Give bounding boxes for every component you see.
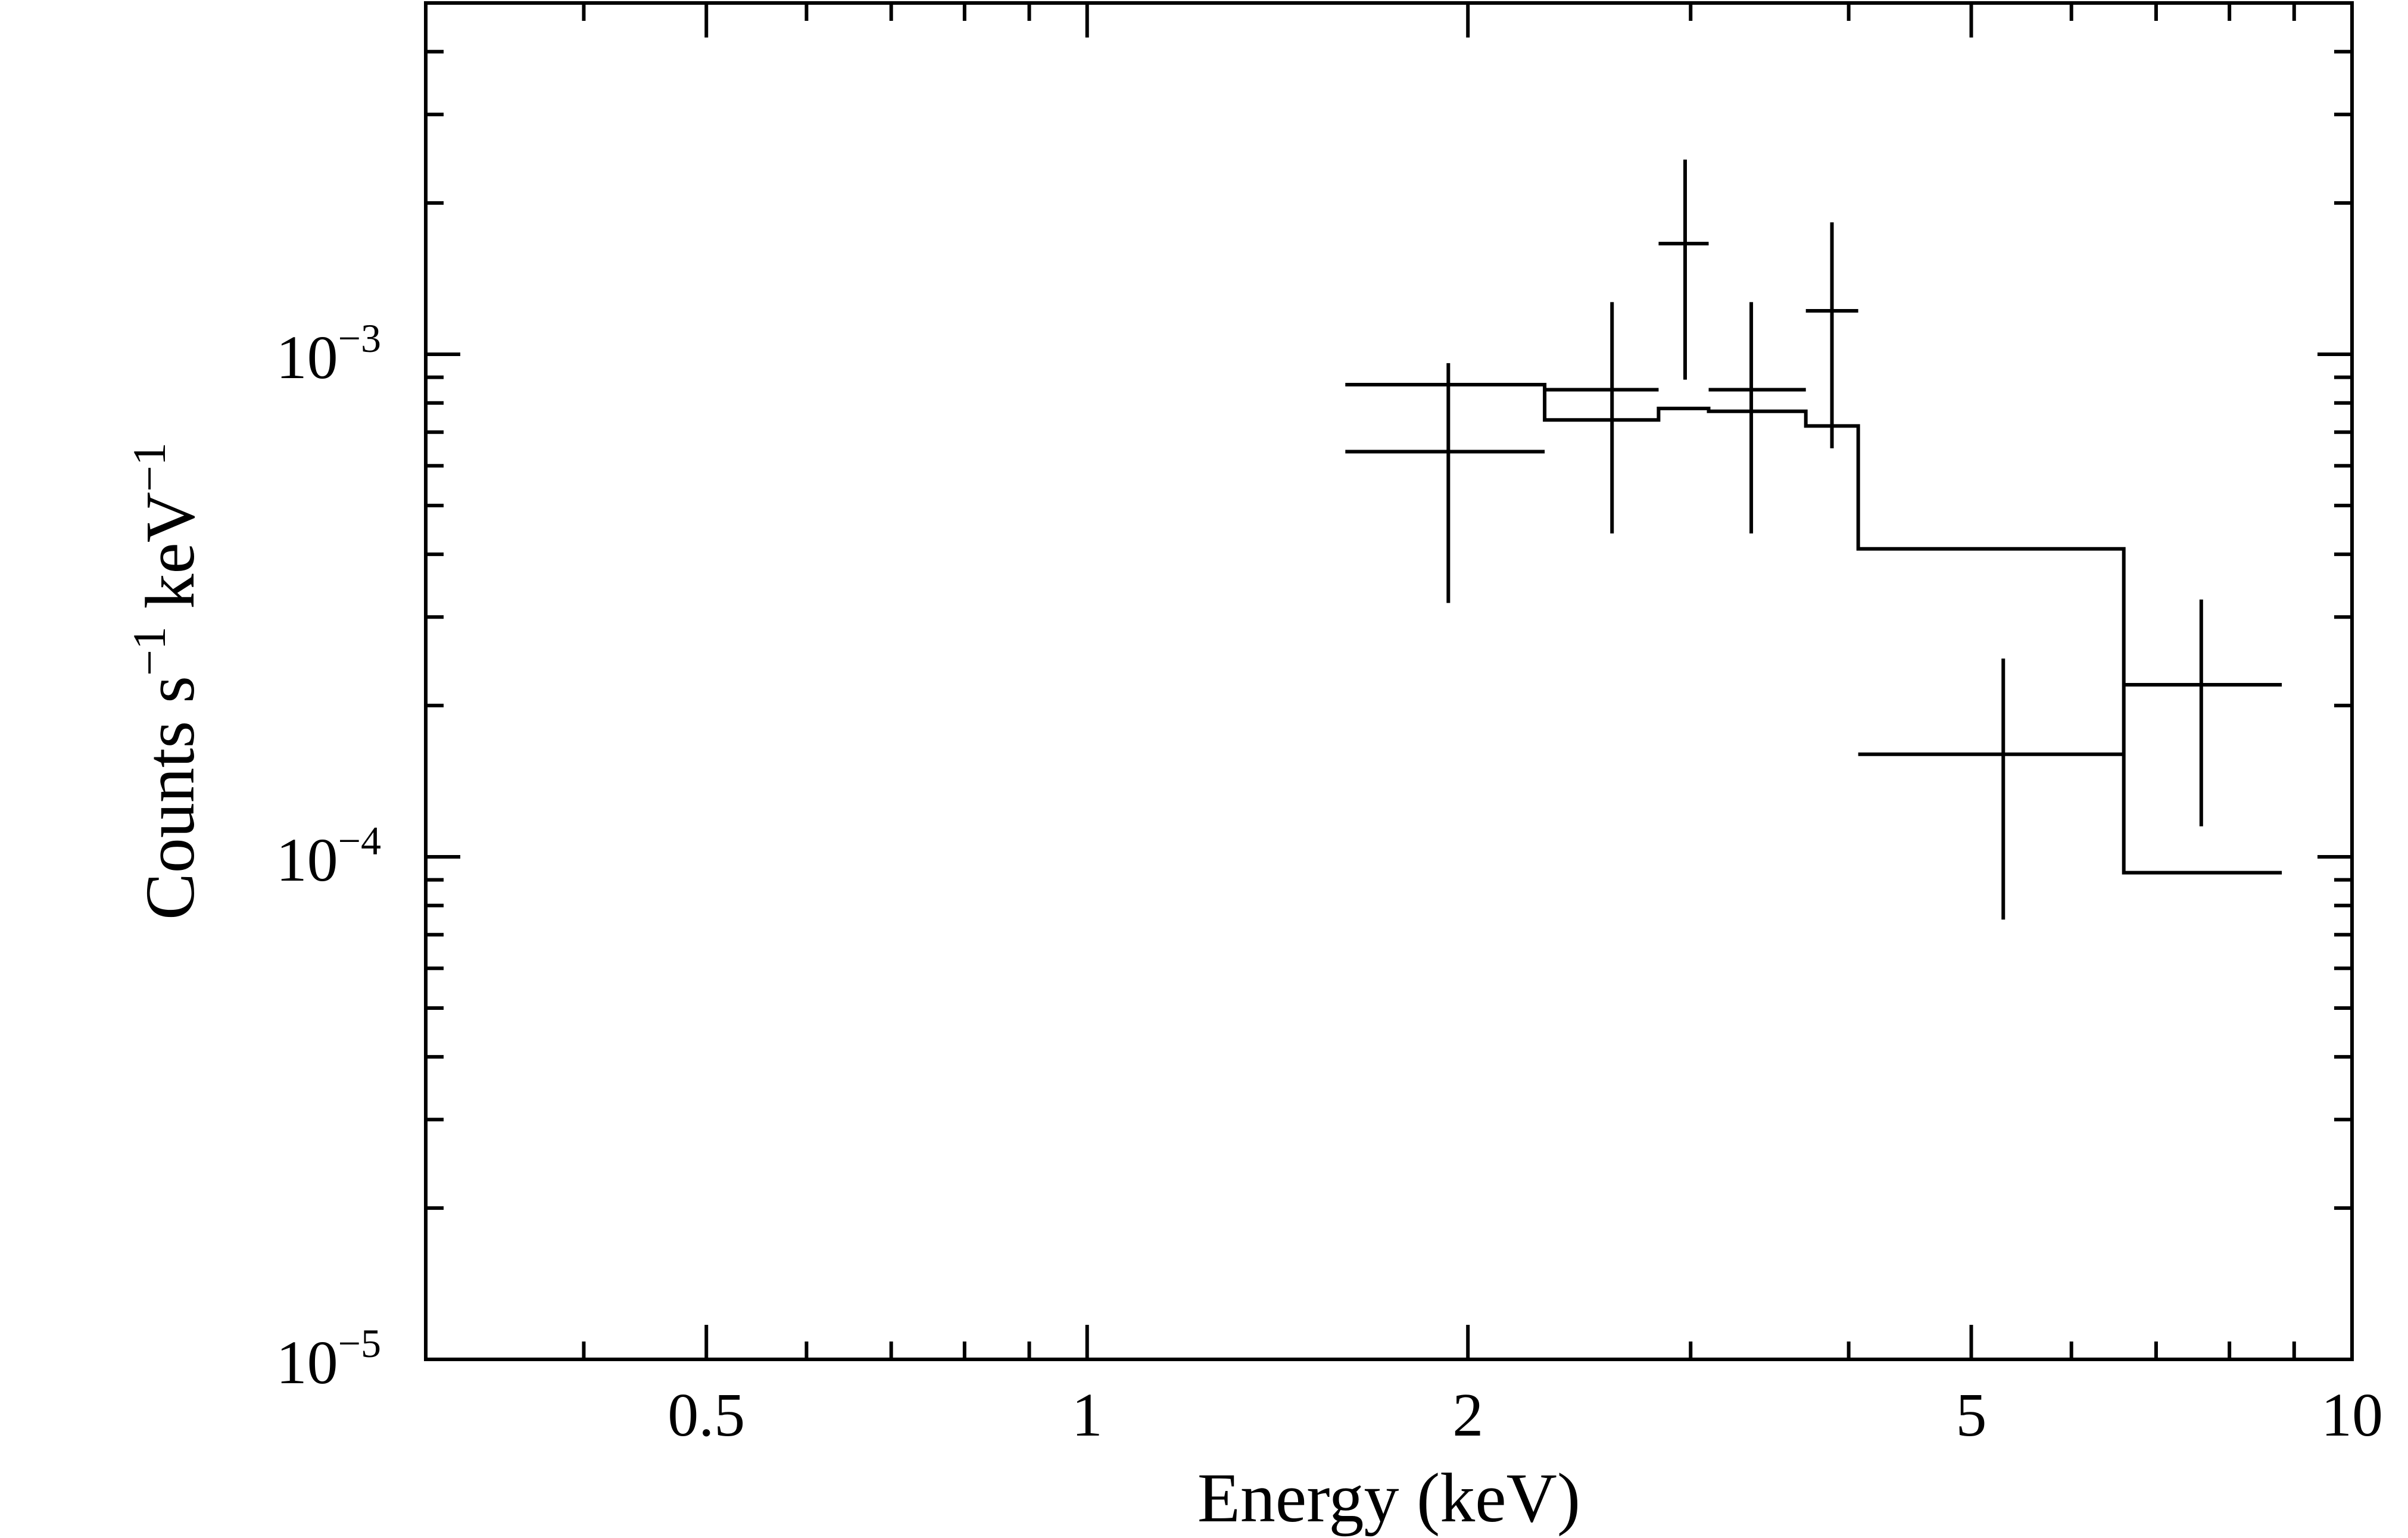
- data-point: [2123, 599, 2282, 826]
- y-tick-label: 10−5: [276, 1321, 381, 1397]
- y-axis-label-exponent: −1: [123, 626, 175, 676]
- data-point: [1658, 159, 1709, 380]
- data-point: [1545, 302, 1659, 534]
- x-axis-ticks: [424, 3, 2354, 1359]
- x-tick-label: 10: [2321, 1381, 2383, 1449]
- y-tick-base: 10: [276, 323, 338, 392]
- x-axis-label: Energy (keV): [1197, 1459, 1580, 1537]
- model-step-series: [1345, 383, 2282, 875]
- y-tick-label: 10−3: [276, 316, 381, 392]
- y-axis-label-text: Counts s: [131, 676, 209, 920]
- x-tick-label: 1: [1072, 1381, 1103, 1449]
- x-tick-label: 0.5: [667, 1381, 745, 1449]
- y-tick-labels: 10−510−410−3: [276, 316, 381, 1397]
- data-series: [1345, 159, 2282, 920]
- y-tick-base: 10: [276, 1328, 338, 1397]
- model-step-line: [1345, 383, 2282, 875]
- data-point: [1345, 363, 1545, 603]
- y-tick-base: 10: [276, 826, 338, 894]
- data-point: [1708, 302, 1806, 534]
- y-tick-exponent: −4: [338, 818, 381, 863]
- y-tick-label: 10−4: [276, 818, 381, 894]
- y-axis-label-text: keV: [131, 492, 209, 626]
- x-tick-label: 2: [1452, 1381, 1483, 1449]
- data-point: [1858, 659, 2124, 920]
- x-tick-labels: 0.5 1 2 5 10: [667, 1381, 2383, 1449]
- y-axis-ticks: [426, 1, 2352, 1361]
- y-axis-label-exponent: −1: [123, 442, 175, 492]
- y-axis-label: Counts s−1 keV−1: [123, 442, 209, 920]
- y-tick-exponent: −5: [338, 1321, 381, 1366]
- plot-frame: [424, 1, 2354, 1361]
- y-tick-exponent: −3: [338, 316, 381, 361]
- data-point: [1805, 222, 1858, 448]
- x-tick-label: 5: [1956, 1381, 1987, 1449]
